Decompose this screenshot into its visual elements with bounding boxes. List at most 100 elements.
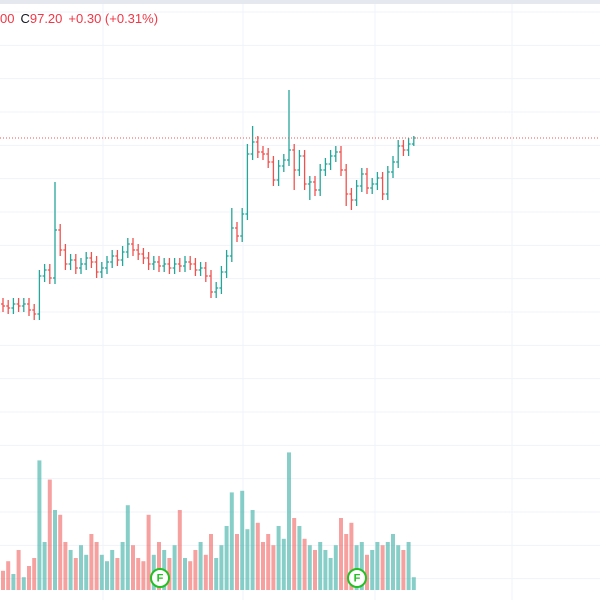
ohlc-bar [250,126,255,160]
ohlc-bar [151,256,156,270]
volume-bar [42,542,47,590]
volume-bar [297,526,302,590]
volume-bar [370,550,375,590]
ohlc-bar [391,156,395,178]
volume-bar [203,554,208,590]
volume-bar [219,545,224,590]
volume-bar [344,534,349,590]
volume-bar [167,558,172,590]
volume-bar [401,550,406,590]
volume-bar [11,574,16,590]
volume-bar [250,510,255,590]
ohlc-bar [307,176,312,200]
ohlc-bar [115,250,120,266]
ohlc-bar [328,150,333,170]
ohlc-bar [68,254,73,270]
volume-bar [115,558,120,590]
ohlc-bar [396,140,401,168]
ohlc-bar [32,304,37,320]
ohlc-bar [224,250,229,278]
ohlc-bar [411,136,416,146]
volume-bar [365,554,369,590]
ohlc-bar [125,238,130,258]
volume-bar [188,561,193,590]
ohlc-bar [365,168,369,194]
ohlc-bar [229,208,234,262]
volume-bar [183,558,187,590]
volume-bar [141,561,146,590]
volume-bar [255,522,260,590]
ohlc-bar [1,298,5,312]
volume-bar [385,542,390,590]
volume-bar [375,542,380,590]
ohlc-bar [375,172,380,190]
ohlc-bar [21,298,26,312]
volume-bar [323,550,328,590]
ohlc-bar [193,258,198,276]
volume-bar [240,490,245,590]
ohlc-bar [53,182,57,284]
volume-bar [21,577,26,590]
ohlc-bar [146,252,151,270]
volume-bar [125,505,130,590]
event-marker [150,568,170,588]
ohlc-bar [406,138,411,156]
ohlc-bar [276,160,281,186]
close-value: 97.20 [29,11,63,26]
ohlc-bar [261,146,265,160]
ohlc-bar [219,266,224,294]
ohlc-bar [167,258,172,274]
ohlc-bar [120,246,125,266]
ohlc-bar [136,244,141,260]
ohlc-bar [323,158,328,176]
ohlc-bar [58,224,63,256]
volume-bar [224,526,229,590]
volume-bar [396,545,401,590]
ohlc-bar [162,258,167,272]
volume-bar [266,534,271,590]
ohlc-bar [313,176,317,196]
ohlc-bar [214,282,219,298]
volume-bar [276,526,281,590]
volume-bar [318,542,323,590]
volume-bar [73,558,78,590]
ohlc-bar [349,188,354,210]
ohlc-bar [131,238,135,256]
volume-bar [209,534,213,590]
volume-bar [32,558,37,590]
volume-bar [406,542,411,590]
volume-bar [193,550,198,590]
volume-bar [53,510,57,590]
volume-bar [391,534,395,590]
ohlc-bar [281,154,286,172]
ohlc-bar [183,256,187,272]
ohlc-bar [11,298,16,314]
ohlc-bar [370,178,375,194]
volume-bar [37,460,42,590]
ohlc-bar [266,148,271,168]
volume-bar [261,542,265,590]
ohlc-bar [209,270,213,298]
ohlc-bar [339,146,343,176]
volume-bar [328,558,333,590]
volume-bar [292,518,297,590]
ohlc-bar [333,146,338,162]
volume-bar [94,542,99,590]
volume-bar [380,545,385,590]
volume-bar [146,514,151,590]
ohlc-bar [110,250,115,268]
volume-bar [307,545,312,590]
ohlc-bar [157,256,161,272]
volume-bar [27,566,31,590]
ohlc-bar [6,300,11,314]
ohlc-bar [42,264,47,282]
ohlc-bar [401,140,406,156]
ohlc-header: 00 C97.20 +0.30 (+0.31%) [0,11,158,26]
close-label: C [20,11,30,26]
ohlc-bar [37,270,42,320]
ohlc-bar [354,180,359,206]
ohlc-bar [63,244,68,270]
volume-bar [198,542,203,590]
ohlc-bar [141,248,146,264]
